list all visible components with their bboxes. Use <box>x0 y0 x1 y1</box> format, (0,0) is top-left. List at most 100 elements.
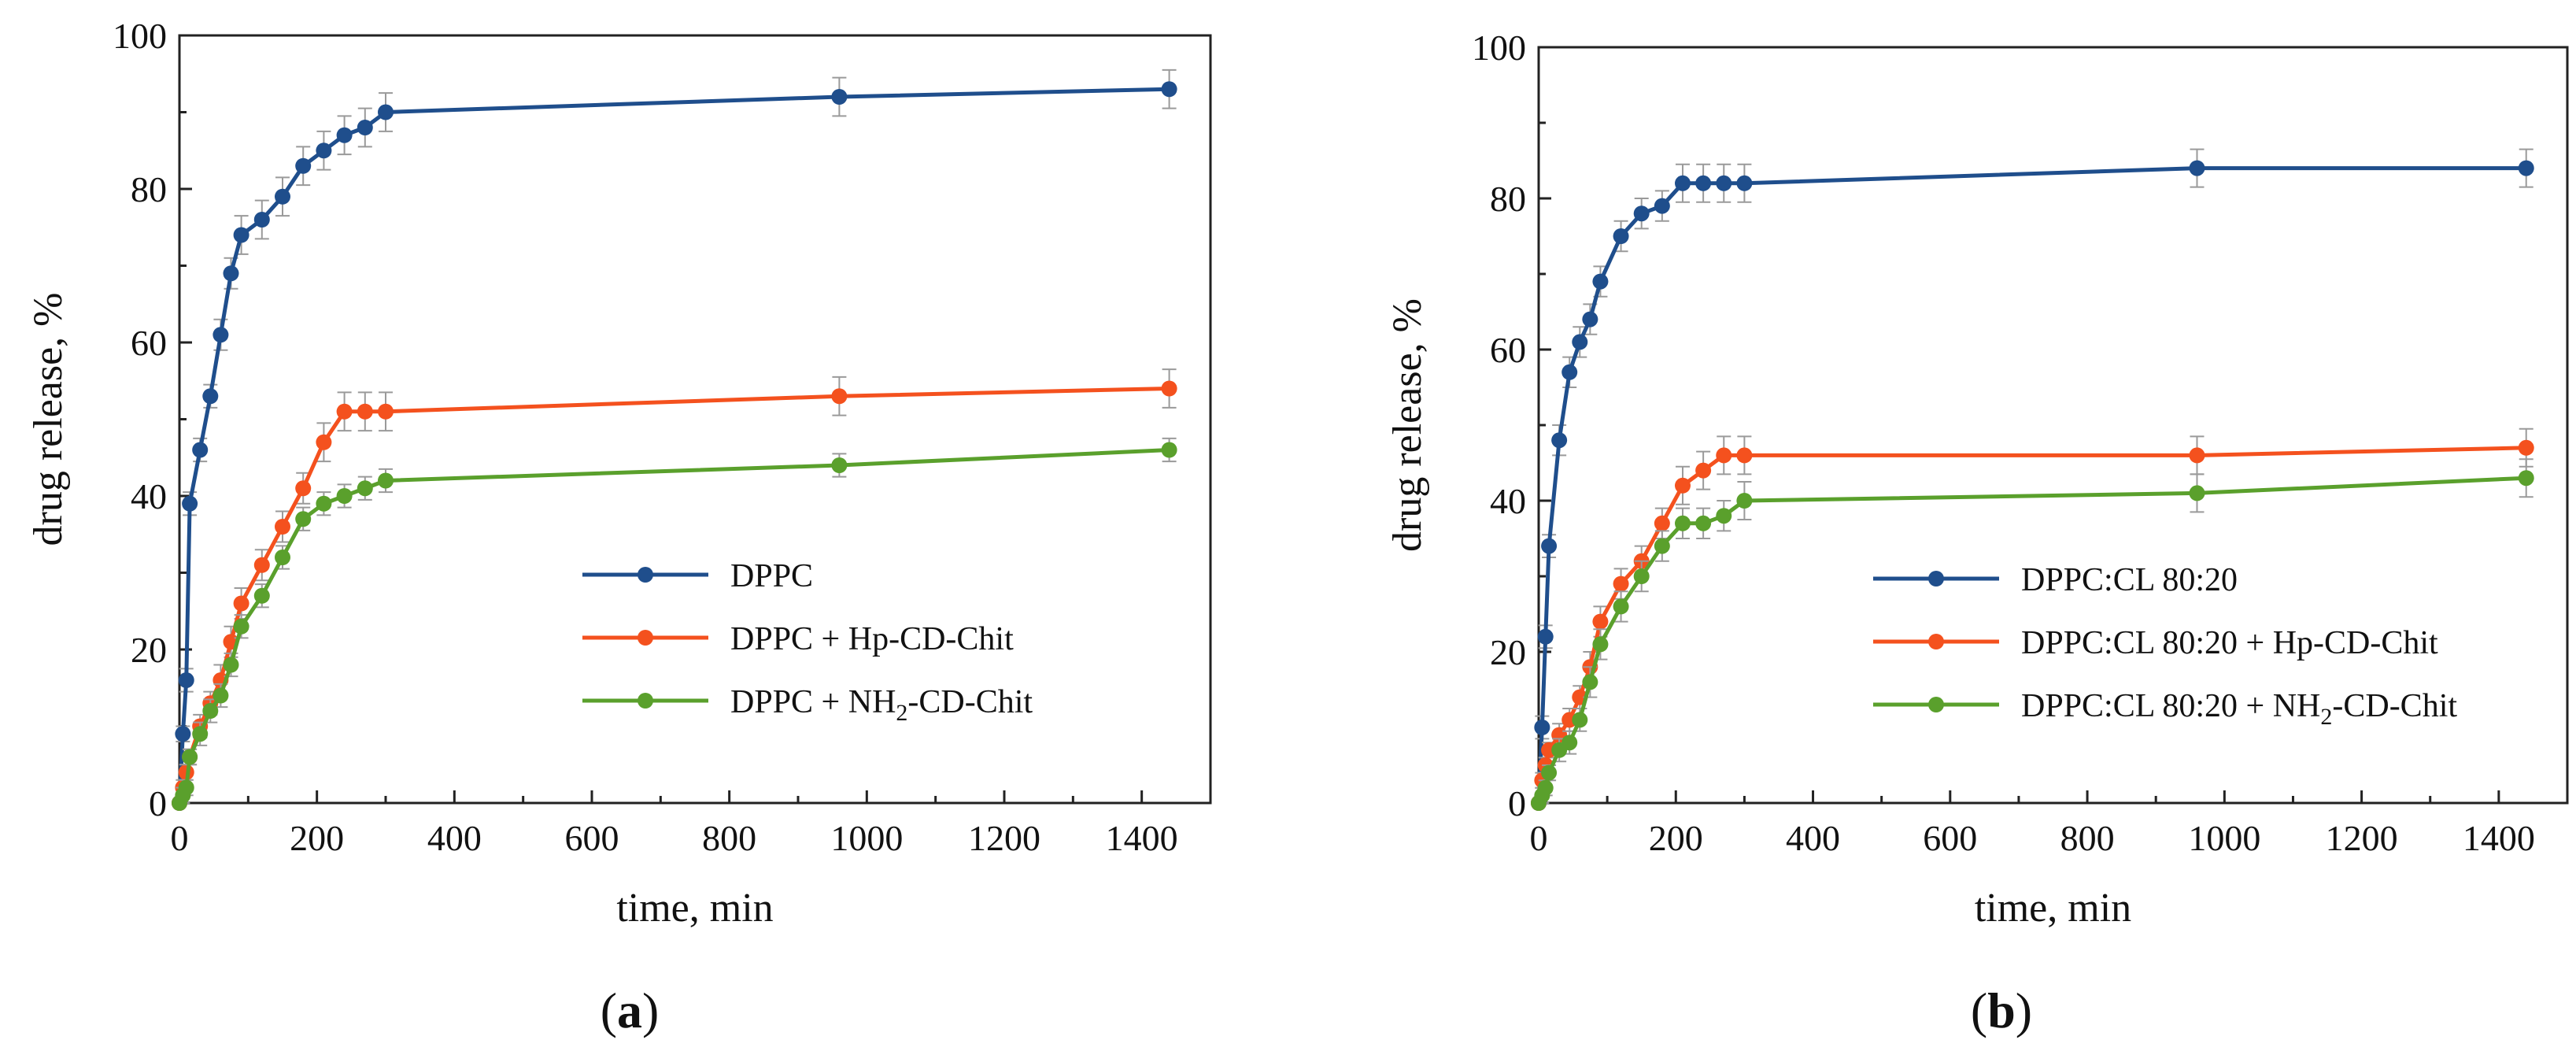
x-tick-label: 0 <box>171 818 189 858</box>
data-point <box>1551 432 1568 449</box>
data-point <box>178 779 194 796</box>
y-tick-label: 60 <box>1490 330 1526 370</box>
data-point <box>1716 508 1732 524</box>
x-tick-label: 1200 <box>2326 818 2398 858</box>
data-point <box>1561 735 1578 751</box>
legend-entry: DPPC + Hp-CD-Chit <box>582 621 1014 657</box>
plot-frame <box>178 34 1212 805</box>
data-point <box>233 618 249 635</box>
data-point <box>1537 628 1554 645</box>
data-point <box>1541 764 1558 781</box>
data-point <box>1613 575 1629 592</box>
legend-marker <box>1928 571 1944 587</box>
data-point <box>1161 442 1177 458</box>
legend-entry: DPPC:CL 80:20 <box>1873 562 2238 598</box>
x-tick-label: 1400 <box>1106 818 1178 858</box>
data-point <box>253 212 270 228</box>
legend-entry: DPPC + NH2-CD-Chit <box>582 684 1033 726</box>
data-point <box>275 550 290 565</box>
data-point <box>1537 779 1554 796</box>
data-point <box>1161 81 1177 98</box>
data-point <box>378 104 394 120</box>
data-point <box>336 127 353 143</box>
data-point <box>1592 636 1609 653</box>
x-tick-label: 200 <box>290 818 344 858</box>
x-tick-label: 0 <box>1530 818 1548 858</box>
y-tick-label: 20 <box>1490 632 1526 672</box>
data-point <box>2518 439 2534 456</box>
data-point <box>1654 538 1670 554</box>
legend-entry: DPPC <box>582 558 813 594</box>
legend-marker <box>638 693 653 709</box>
data-point <box>336 403 353 420</box>
data-point <box>2189 485 2205 501</box>
chart-panel-b: 0 200 400 600 800 1000 1200 1400 0 20 40 60 80 100 tim… <box>1385 28 2569 1038</box>
data-point <box>1534 720 1550 735</box>
data-point <box>357 120 373 135</box>
data-point <box>316 434 332 450</box>
data-point <box>357 480 373 497</box>
data-point <box>1633 568 1650 584</box>
legend-label: DPPC + NH2-CD-Chit <box>730 684 1033 726</box>
data-point <box>1674 175 1691 191</box>
data-point <box>275 519 290 535</box>
legend-label: DPPC + Hp-CD-Chit <box>730 621 1014 657</box>
data-point <box>202 388 219 405</box>
legend-label: DPPC:CL 80:20 + Hp-CD-Chit <box>2021 625 2438 661</box>
y-axis-title: drug release, % <box>1385 298 1430 552</box>
data-point <box>182 495 198 512</box>
data-point <box>1654 198 1670 214</box>
data-point <box>1161 380 1177 397</box>
y-tick-label: 40 <box>131 476 167 516</box>
data-point <box>316 142 332 159</box>
x-axis-title: time, min <box>1975 886 2131 931</box>
data-point <box>1674 477 1691 494</box>
data-point <box>831 89 848 105</box>
data-point <box>1695 462 1712 479</box>
data-point <box>1716 447 1732 464</box>
series-line <box>177 387 1170 804</box>
x-tick-label: 600 <box>1923 818 1977 858</box>
data-point <box>1592 273 1609 290</box>
data-point <box>316 495 332 512</box>
x-axis-title: time, min <box>616 886 773 931</box>
data-point <box>253 587 270 604</box>
data-point <box>295 480 312 497</box>
data-point <box>2518 470 2534 487</box>
data-point <box>1613 228 1629 244</box>
data-point <box>178 672 194 688</box>
legend-marker <box>1928 697 1944 712</box>
y-tick-label: 80 <box>1490 179 1526 219</box>
x-tick-label: 400 <box>1786 818 1840 858</box>
data-point <box>831 388 848 405</box>
x-tick-label: 1000 <box>2188 818 2260 858</box>
data-point <box>1695 175 1712 191</box>
x-tick-label: 600 <box>565 818 619 858</box>
x-tick-label: 1000 <box>830 818 903 858</box>
data-point <box>1674 515 1691 531</box>
data-point <box>213 687 229 704</box>
x-tick-label: 200 <box>1649 818 1703 858</box>
data-point <box>1736 447 1753 464</box>
data-point <box>1736 493 1753 509</box>
legend-label: DPPC:CL 80:20 <box>2021 562 2238 598</box>
data-point <box>223 657 239 673</box>
data-point <box>1592 613 1609 630</box>
data-point <box>213 327 229 343</box>
data-point <box>1582 311 1598 327</box>
data-point <box>192 726 209 742</box>
data-point <box>233 227 249 243</box>
data-point <box>253 557 270 573</box>
data-point <box>357 403 373 420</box>
y-tick-label: 100 <box>113 16 167 56</box>
x-tick-label: 800 <box>702 818 756 858</box>
data-point <box>1613 598 1629 615</box>
data-point <box>275 188 290 205</box>
y-tick-label: 0 <box>149 783 167 823</box>
data-point <box>1736 175 1753 191</box>
series-2 <box>1531 458 2534 811</box>
x-tick-label: 1400 <box>2463 818 2535 858</box>
y-tick-label: 60 <box>131 323 167 363</box>
data-point <box>295 157 312 174</box>
data-point <box>1582 674 1598 690</box>
